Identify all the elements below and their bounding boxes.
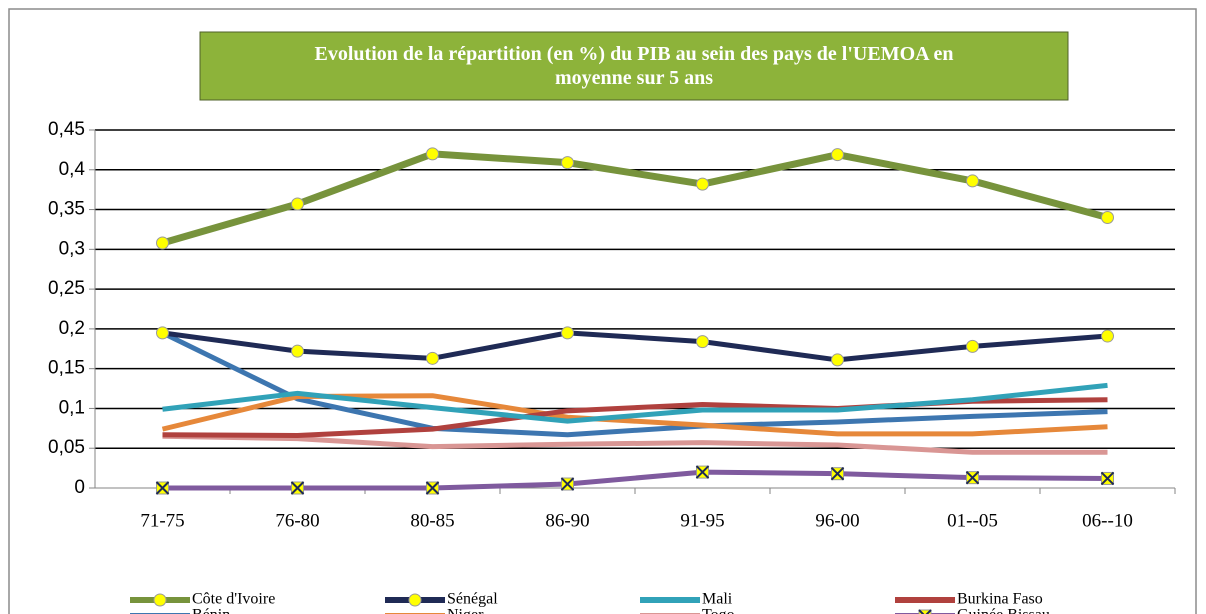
marker (425, 481, 440, 495)
y-tick-label: 0,05 (48, 437, 85, 458)
series-line (161, 150, 1109, 247)
marker (695, 465, 710, 479)
y-tick-label: 0,35 (48, 199, 85, 220)
legend-label: Togo (702, 607, 735, 614)
x-tick-label: 91-95 (680, 510, 724, 531)
y-tick-label: 0,2 (59, 318, 85, 339)
marker-x (560, 477, 575, 491)
marker-x (965, 470, 980, 485)
marker-x (830, 466, 845, 481)
marker (918, 609, 932, 614)
marker (831, 353, 844, 367)
series (161, 330, 1108, 438)
marker (426, 147, 439, 161)
marker (696, 335, 709, 349)
chart-title: Evolution de la répartition (en %) du PI… (315, 43, 954, 89)
marker (426, 351, 439, 365)
series (155, 465, 1115, 495)
marker (561, 326, 574, 340)
marker (1101, 329, 1114, 343)
marker-x (1100, 471, 1115, 486)
marker-box (918, 609, 932, 614)
marker (408, 593, 422, 607)
legend-label: Mali (702, 591, 733, 608)
chart-frame (8, 8, 1197, 614)
y-tick-label: 0,25 (48, 278, 85, 299)
legend-label: Bénin (192, 607, 230, 614)
marker (291, 344, 304, 358)
x-tick-label: 76-80 (275, 510, 319, 531)
marker (153, 593, 167, 607)
legend-label: Niger (447, 607, 484, 614)
y-tick-label: 0,1 (59, 397, 85, 418)
marker-x (918, 609, 932, 614)
marker (966, 174, 979, 188)
legend-label: Burkina Faso (957, 591, 1043, 608)
series (156, 326, 1114, 367)
series (162, 382, 1108, 424)
y-tick-label: 0,4 (59, 159, 86, 180)
x-tick-label: 86-90 (545, 510, 589, 531)
marker-x (290, 481, 305, 495)
marker (966, 339, 979, 353)
y-tick-label: 0,45 (48, 119, 85, 140)
x-tick-label: 96-00 (815, 510, 859, 531)
marker (560, 477, 575, 491)
series-line (162, 469, 1108, 491)
series (162, 433, 1108, 455)
marker (696, 177, 709, 191)
legend-label: Guinée Bissau (957, 607, 1050, 614)
series-line (162, 433, 1108, 455)
marker (156, 326, 169, 340)
x-tick-label: 06--10 (1082, 510, 1133, 531)
series (156, 147, 1114, 250)
marker (561, 156, 574, 170)
marker (156, 236, 169, 250)
legend-label: Sénégal (447, 591, 498, 608)
marker (965, 470, 980, 485)
series-line (162, 330, 1108, 363)
marker (1100, 471, 1115, 486)
y-tick-label: 0,15 (48, 358, 85, 379)
marker (830, 466, 845, 481)
series-line (162, 382, 1108, 424)
marker-x (155, 481, 170, 495)
marker (291, 197, 304, 211)
marker (290, 481, 305, 495)
marker (1101, 211, 1114, 225)
legend-label: Côte d'Ivoire (192, 591, 275, 608)
series-line (161, 330, 1108, 438)
marker (155, 481, 170, 495)
x-tick-label: 80-85 (410, 510, 454, 531)
marker-x (695, 465, 710, 479)
x-tick-label: 71-75 (140, 510, 184, 531)
y-tick-label: 0,3 (59, 238, 85, 259)
y-tick-label: 0 (74, 477, 85, 498)
marker (831, 148, 844, 162)
title-box (199, 31, 1069, 101)
x-tick-label: 01--05 (947, 510, 998, 531)
marker-x (425, 481, 440, 495)
